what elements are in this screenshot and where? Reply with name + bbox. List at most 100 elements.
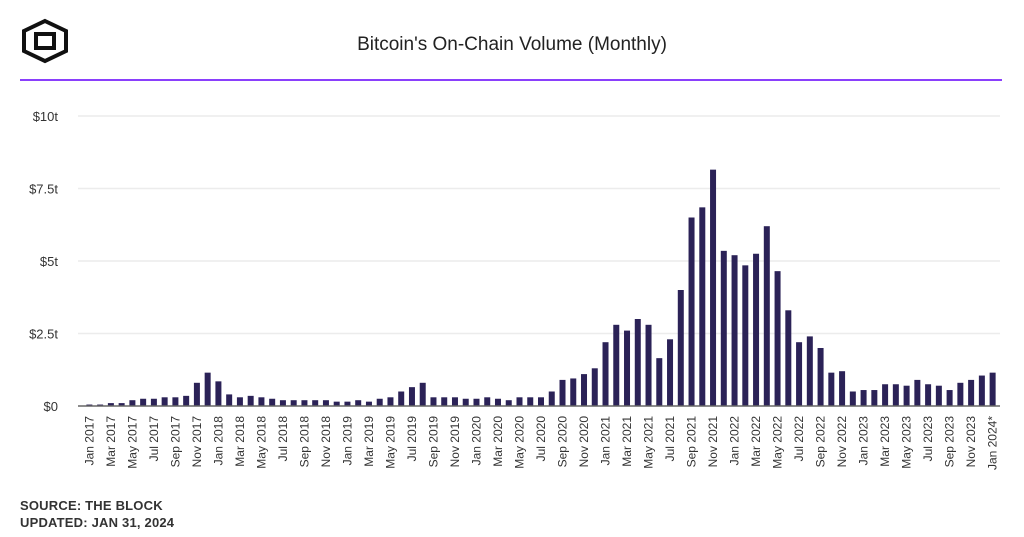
bar — [849, 391, 856, 406]
x-tick-label: Mar 2018 — [233, 416, 247, 467]
bar — [968, 379, 975, 406]
x-tick-label: Jan 2021 — [599, 416, 613, 466]
bar — [150, 398, 157, 406]
bar — [516, 397, 523, 406]
bar — [236, 397, 243, 406]
bar — [258, 397, 265, 406]
x-tick-label: Jan 2019 — [340, 416, 354, 466]
x-tick-label: Jan 2020 — [469, 416, 483, 466]
bar — [312, 400, 319, 406]
title-divider — [20, 79, 1002, 81]
bar — [473, 398, 480, 406]
x-tick-label: Nov 2018 — [319, 416, 333, 468]
x-tick-label: Nov 2022 — [835, 416, 849, 468]
x-tick-label: May 2022 — [771, 416, 785, 469]
x-tick-label: May 2017 — [125, 416, 139, 469]
x-tick-label: May 2023 — [900, 416, 914, 469]
x-tick-label: Jul 2017 — [147, 416, 161, 462]
bar — [226, 394, 233, 406]
x-tick-label: Mar 2017 — [104, 416, 118, 467]
bar — [677, 290, 684, 406]
x-tick-label: Nov 2017 — [190, 416, 204, 468]
bar — [538, 397, 544, 406]
x-tick-label: Sep 2020 — [556, 416, 570, 468]
x-tick-label: Sep 2021 — [685, 416, 699, 468]
x-tick-label: Jul 2019 — [405, 416, 419, 462]
bar — [204, 372, 211, 406]
bar — [301, 400, 308, 406]
bar — [161, 397, 168, 406]
x-tick-label: Jan 2023 — [857, 416, 871, 466]
bar — [559, 379, 566, 406]
bar — [763, 226, 770, 406]
bar — [107, 403, 114, 406]
bar — [860, 390, 867, 406]
bar — [667, 339, 674, 406]
bar — [365, 401, 372, 406]
bar — [570, 378, 577, 406]
x-tick-label: Sep 2019 — [426, 416, 440, 468]
bar — [290, 400, 297, 406]
bar — [333, 401, 340, 406]
x-tick-label: Jan 2017 — [82, 416, 96, 466]
x-tick-label: Mar 2023 — [878, 416, 892, 467]
bar — [892, 384, 899, 406]
bar — [183, 395, 190, 406]
bar — [247, 395, 254, 406]
the-block-logo — [22, 18, 68, 64]
x-tick-label: May 2018 — [254, 416, 268, 469]
bar — [118, 403, 125, 406]
bar — [688, 217, 695, 406]
bar — [624, 330, 631, 406]
bar — [731, 255, 738, 406]
bar — [978, 375, 985, 406]
bar — [430, 397, 437, 406]
bar — [634, 319, 641, 406]
bar — [946, 390, 953, 406]
bar — [344, 401, 351, 406]
x-tick-label: Nov 2020 — [577, 416, 591, 468]
bar — [914, 379, 921, 406]
bar — [419, 382, 426, 406]
bar — [882, 384, 889, 406]
bar — [602, 342, 609, 406]
x-tick-label: Sep 2017 — [168, 416, 182, 468]
bar — [935, 385, 942, 406]
bar — [613, 324, 620, 406]
bar — [408, 387, 415, 406]
bar — [742, 265, 749, 406]
x-tick-label: Nov 2019 — [448, 416, 462, 468]
bar — [355, 400, 362, 406]
x-tick-label: Mar 2020 — [491, 416, 505, 467]
bar — [817, 348, 824, 406]
x-tick-label: Mar 2019 — [362, 416, 376, 467]
bar — [903, 385, 910, 406]
x-tick-label: May 2019 — [383, 416, 397, 469]
x-tick-label: Jul 2020 — [534, 416, 548, 462]
bar — [828, 372, 835, 406]
bar — [376, 398, 383, 406]
y-tick-label: $0 — [44, 399, 58, 414]
bar — [279, 400, 286, 406]
bar — [462, 398, 469, 406]
bar — [451, 397, 458, 406]
x-tick-label: Jul 2023 — [921, 416, 935, 462]
bar — [322, 400, 329, 406]
bar — [387, 397, 394, 406]
bar — [796, 342, 803, 406]
bar — [129, 400, 136, 406]
bar — [645, 324, 652, 406]
bar — [441, 397, 448, 406]
bar — [785, 310, 792, 406]
x-tick-label: Jan 2024* — [986, 416, 1000, 470]
bar — [806, 336, 813, 406]
bar — [699, 207, 706, 406]
source-label: SOURCE: THE BLOCK — [20, 498, 163, 513]
bar — [140, 398, 147, 406]
x-tick-label: May 2021 — [642, 416, 656, 469]
x-tick-label: Mar 2021 — [620, 416, 634, 467]
bar — [398, 391, 405, 406]
x-tick-label: Jan 2018 — [211, 416, 225, 466]
bar-chart: $0 $2.5t $5t $7.5t $10t Jan 2017 Mar 2017 May 2… — [29, 109, 1000, 470]
x-tick-label: Sep 2018 — [297, 416, 311, 468]
